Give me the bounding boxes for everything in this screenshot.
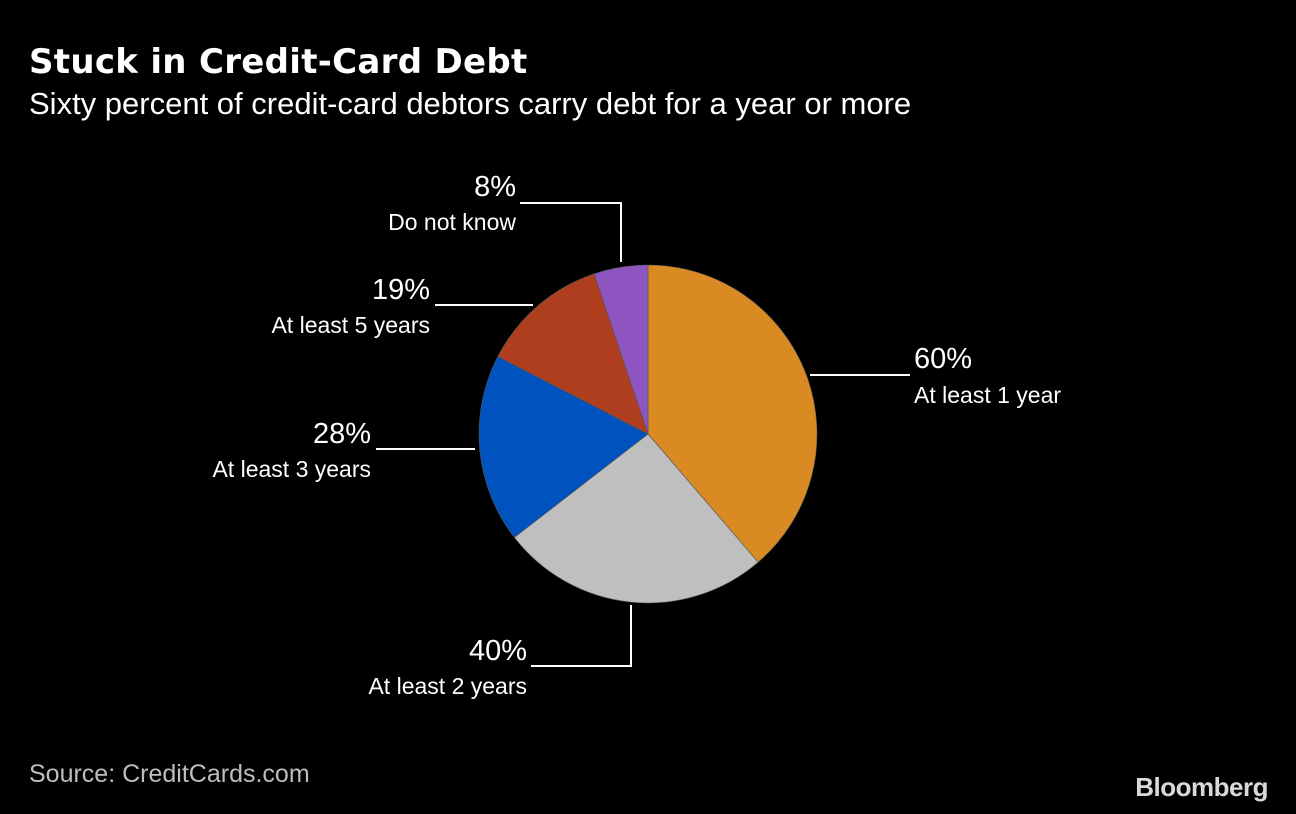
slice-label-4: Do not know (388, 209, 516, 235)
slice-value-label-3: 19% (372, 274, 430, 306)
slice-label-1: At least 2 years (368, 673, 527, 699)
leader-line-4 (520, 202, 622, 262)
pie-slice-4 (593, 264, 649, 435)
pie-slice-3 (497, 273, 649, 435)
slice-label-2: At least 3 years (212, 456, 371, 482)
pie-slice-2 (478, 356, 649, 538)
pie-slice-1 (513, 433, 759, 604)
leader-line-1 (531, 605, 632, 667)
slice-value-label-4: 8% (474, 171, 516, 203)
chart-title: Stuck in Credit-Card Debt (29, 42, 528, 82)
slice-value-label-1: 40% (469, 635, 527, 667)
slice-value-label-2: 28% (313, 418, 371, 450)
bloomberg-logo: Bloomberg (1135, 772, 1268, 802)
slice-label-3: At least 5 years (271, 312, 430, 338)
pie-slices (478, 264, 818, 604)
chart-subtitle: Sixty percent of credit-card debtors car… (29, 86, 912, 121)
pie-slice-0 (647, 264, 818, 563)
slice-label-0: At least 1 year (914, 382, 1061, 408)
slice-value-label-0: 60% (914, 343, 972, 375)
source-note: Source: CreditCards.com (29, 760, 310, 788)
